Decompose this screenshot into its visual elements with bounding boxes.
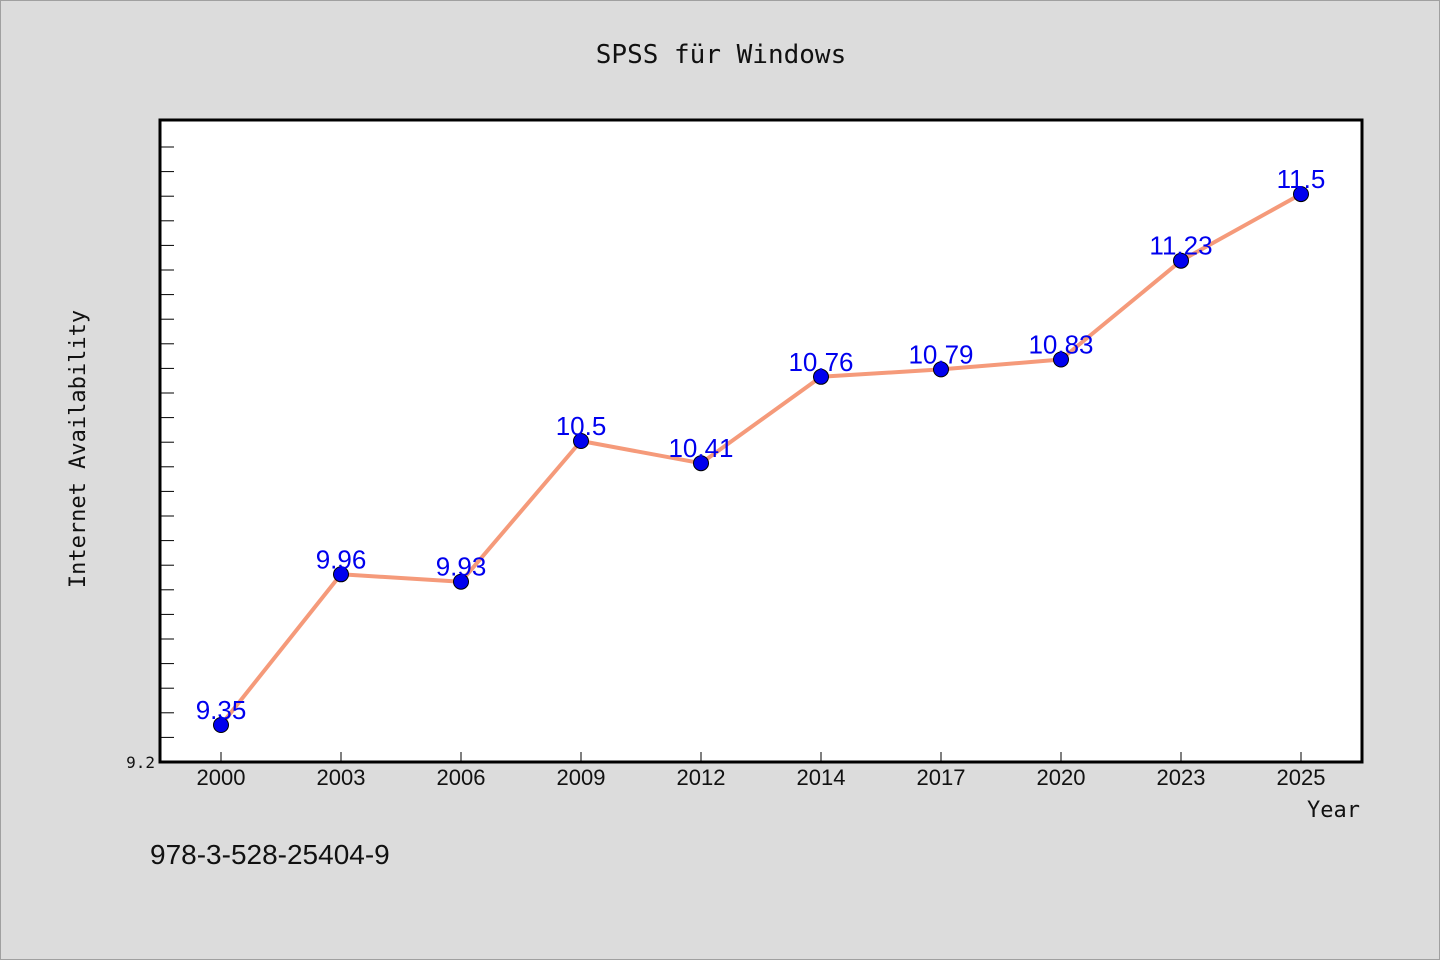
x-tick-label: 2023 <box>1157 765 1206 790</box>
data-label: 11.5 <box>1277 164 1326 194</box>
data-labels: 9.35 9.96 9.93 10.5 10.41 10.76 10.79 10.83 11.2… <box>196 164 1326 725</box>
plot-area <box>158 118 1364 764</box>
data-label: 10.5 <box>556 411 607 441</box>
data-point <box>213 717 229 733</box>
y-axis-label: Internet Availability <box>66 310 91 588</box>
data-label: 9.35 <box>196 695 247 725</box>
chart-title: SPSS für Windows <box>596 40 846 70</box>
x-tick-label: 2017 <box>917 765 966 790</box>
x-axis-label: Year <box>1307 798 1360 823</box>
x-tick-label: 2000 <box>197 765 246 790</box>
data-point <box>333 566 349 583</box>
data-point <box>1293 186 1309 203</box>
x-tick-label: 2020 <box>1037 765 1086 790</box>
y-tick-label: 9.2 <box>126 753 155 772</box>
data-point <box>453 573 469 590</box>
data-label: 11.23 <box>1149 231 1212 261</box>
data-point <box>693 455 709 472</box>
x-tick-labels: 2000 2003 2006 2009 2012 2014 2017 2020 2023 2025 <box>197 765 1326 790</box>
x-tick-label: 2003 <box>317 765 366 790</box>
data-label: 10.41 <box>668 433 733 463</box>
data-point <box>933 361 949 378</box>
data-label: 10.79 <box>908 339 973 369</box>
data-point <box>1053 351 1069 368</box>
data-points <box>213 186 1309 733</box>
data-label: 9.93 <box>436 552 487 582</box>
data-point <box>1173 252 1189 269</box>
data-point <box>573 433 589 449</box>
x-tick-label: 2012 <box>677 765 726 790</box>
x-tick-label: 2009 <box>557 765 606 790</box>
x-tick-label: 2006 <box>437 765 486 790</box>
data-label: 10.76 <box>788 347 853 377</box>
series-line <box>219 192 1302 727</box>
x-axis-ticks <box>220 752 1302 762</box>
data-label: 10.83 <box>1028 330 1093 360</box>
data-label: 9.96 <box>316 544 367 574</box>
data-point <box>813 368 829 385</box>
isbn-footer: 978-3-528-25404-9 <box>150 839 390 870</box>
x-tick-label: 2025 <box>1277 765 1326 790</box>
y-axis-ticks <box>160 146 174 738</box>
x-tick-label: 2014 <box>797 765 846 790</box>
